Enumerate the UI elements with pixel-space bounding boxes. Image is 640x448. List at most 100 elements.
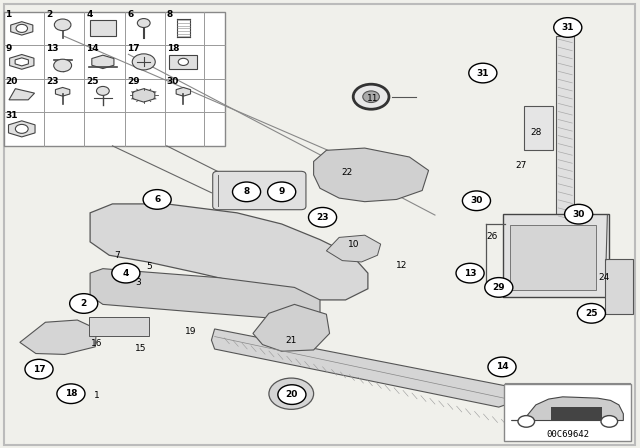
Text: 29: 29 [493, 283, 505, 292]
Polygon shape [8, 121, 35, 137]
Text: 30: 30 [167, 78, 179, 86]
Text: 19: 19 [185, 327, 196, 336]
Text: 23: 23 [316, 213, 329, 222]
Circle shape [70, 294, 98, 313]
FancyBboxPatch shape [4, 12, 225, 146]
Polygon shape [92, 55, 114, 69]
Polygon shape [9, 89, 35, 100]
Text: 17: 17 [127, 44, 140, 53]
Text: 12: 12 [396, 261, 408, 270]
Text: 27: 27 [515, 160, 527, 169]
FancyBboxPatch shape [4, 4, 635, 445]
Circle shape [178, 58, 188, 65]
Text: 25: 25 [86, 78, 99, 86]
Circle shape [15, 125, 28, 134]
Text: 24: 24 [598, 273, 610, 282]
Circle shape [468, 63, 497, 83]
Text: 5: 5 [146, 262, 152, 271]
Text: 21: 21 [285, 336, 296, 345]
Text: 26: 26 [487, 232, 498, 241]
Text: 7: 7 [115, 251, 120, 260]
Polygon shape [211, 329, 511, 407]
Text: 20: 20 [5, 78, 17, 86]
Circle shape [54, 59, 72, 72]
Text: 2: 2 [46, 10, 52, 19]
Text: 1: 1 [93, 392, 99, 401]
Circle shape [463, 191, 490, 211]
Text: 20: 20 [285, 390, 298, 399]
FancyBboxPatch shape [605, 259, 633, 314]
Text: 14: 14 [86, 44, 99, 53]
Circle shape [138, 18, 150, 27]
Circle shape [353, 84, 389, 109]
Circle shape [484, 278, 513, 297]
Text: 30: 30 [470, 196, 483, 205]
Circle shape [132, 54, 156, 70]
Polygon shape [132, 89, 155, 102]
Text: 6: 6 [127, 10, 133, 19]
Circle shape [456, 263, 484, 283]
Text: 6: 6 [154, 195, 160, 204]
FancyBboxPatch shape [503, 214, 609, 297]
Polygon shape [20, 320, 97, 354]
Polygon shape [511, 397, 623, 421]
FancyBboxPatch shape [504, 384, 631, 441]
Circle shape [363, 91, 380, 103]
Text: 13: 13 [46, 44, 58, 53]
FancyBboxPatch shape [510, 225, 596, 290]
Circle shape [554, 17, 582, 37]
Text: 4: 4 [123, 269, 129, 278]
Text: 18: 18 [167, 44, 179, 53]
Text: 23: 23 [46, 78, 58, 86]
Circle shape [57, 384, 85, 404]
Text: 31: 31 [477, 69, 489, 78]
Text: 11: 11 [367, 94, 378, 103]
Text: 22: 22 [342, 168, 353, 177]
Circle shape [308, 207, 337, 227]
Circle shape [601, 416, 618, 427]
Text: 13: 13 [464, 269, 476, 278]
Text: 30: 30 [572, 210, 585, 219]
Text: 2: 2 [81, 299, 87, 308]
Text: 8: 8 [243, 187, 250, 196]
Polygon shape [90, 204, 368, 300]
Polygon shape [326, 235, 381, 262]
Text: 9: 9 [5, 44, 12, 53]
Circle shape [518, 416, 534, 427]
FancyBboxPatch shape [170, 55, 197, 69]
FancyBboxPatch shape [89, 317, 149, 336]
Circle shape [269, 378, 314, 409]
Circle shape [112, 263, 140, 283]
Text: 17: 17 [33, 365, 45, 374]
Circle shape [268, 182, 296, 202]
Text: 29: 29 [127, 78, 140, 86]
FancyBboxPatch shape [551, 407, 602, 420]
Circle shape [281, 387, 301, 401]
Text: 8: 8 [167, 10, 173, 19]
Circle shape [143, 190, 172, 209]
Polygon shape [90, 269, 320, 320]
Circle shape [25, 359, 53, 379]
Text: 28: 28 [530, 128, 541, 137]
Text: 00C69642: 00C69642 [547, 430, 589, 439]
Circle shape [97, 86, 109, 95]
Text: 16: 16 [91, 339, 102, 348]
Circle shape [564, 204, 593, 224]
Polygon shape [253, 304, 330, 351]
Polygon shape [10, 55, 34, 69]
Circle shape [54, 19, 71, 30]
FancyBboxPatch shape [212, 171, 306, 210]
Text: 14: 14 [496, 362, 508, 371]
Text: 3: 3 [136, 279, 141, 288]
Text: 1: 1 [5, 10, 12, 19]
Polygon shape [11, 22, 33, 35]
Text: 25: 25 [585, 309, 598, 318]
Polygon shape [314, 148, 429, 202]
Text: 4: 4 [86, 10, 93, 19]
FancyBboxPatch shape [90, 20, 116, 36]
Text: 31: 31 [561, 23, 574, 32]
Polygon shape [15, 58, 28, 66]
Text: 9: 9 [278, 187, 285, 196]
Polygon shape [176, 87, 191, 96]
Circle shape [232, 182, 260, 202]
